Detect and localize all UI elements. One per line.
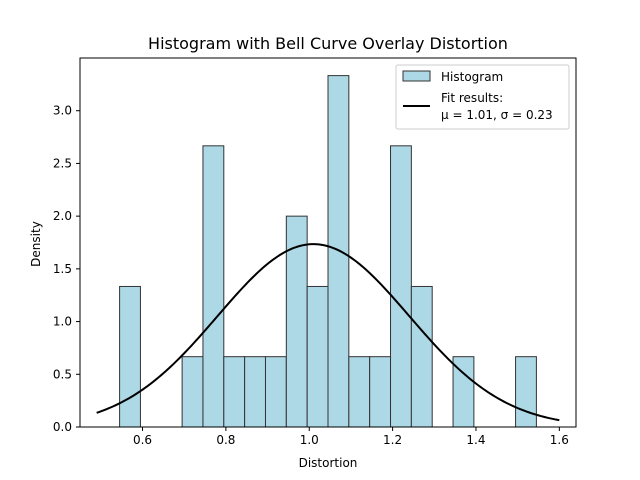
x-tick-label: 1.0 <box>300 433 319 447</box>
legend-label-fit-line2: μ = 1.01, σ = 0.23 <box>441 108 553 122</box>
x-tick-label: 0.6 <box>133 433 152 447</box>
histogram-bar-9 <box>306 285 329 428</box>
histogram-bar-19 <box>515 356 537 428</box>
x-axis-ticks: 0.6 0.8 1.0 1.2 1.4 1.6 <box>133 427 569 447</box>
curve-group <box>96 243 560 422</box>
legend-label-histogram: Histogram <box>441 70 503 84</box>
y-tick-label: 2.5 <box>53 156 72 170</box>
x-tick-label: 1.6 <box>550 433 569 447</box>
x-tick-label: 1.2 <box>383 433 402 447</box>
legend-swatch-histogram <box>402 70 431 82</box>
y-axis-label: Density <box>29 221 43 267</box>
bell-curve-fit <box>96 243 560 422</box>
histogram-bar-14 <box>410 285 433 428</box>
x-tick-label: 1.4 <box>466 433 485 447</box>
histogram-bar-7 <box>264 356 287 428</box>
x-axis-label: Distortion <box>299 456 358 470</box>
x-tick-label: 0.8 <box>216 433 235 447</box>
histogram-bar-13 <box>390 145 412 428</box>
y-tick-label: 2.0 <box>53 209 72 223</box>
legend: Histogram Fit results: μ = 1.01, σ = 0.2… <box>395 64 570 130</box>
chart-title: Histogram with Bell Curve Overlay Distor… <box>148 34 508 53</box>
histogram-bar-0 <box>119 285 141 428</box>
histogram-bar-12 <box>369 356 392 428</box>
histogram-bar-5 <box>223 356 246 428</box>
y-tick-label: 1.5 <box>53 262 72 276</box>
y-tick-label: 0.0 <box>53 420 72 434</box>
y-tick-label: 3.0 <box>53 104 72 118</box>
legend-label-fit-line1: Fit results: <box>441 91 503 105</box>
histogram-bar-11 <box>348 356 371 428</box>
plot-frame <box>79 57 577 428</box>
histogram-bar-6 <box>244 356 266 428</box>
legend-box <box>395 64 570 130</box>
y-tick-label: 0.5 <box>53 367 72 381</box>
histogram-bar-4 <box>202 145 225 428</box>
y-tick-label: 1.0 <box>53 315 72 329</box>
histogram-bar-3 <box>181 356 204 428</box>
y-axis-ticks: 0.0 0.5 1.0 1.5 2.0 2.5 3.0 <box>53 104 80 434</box>
